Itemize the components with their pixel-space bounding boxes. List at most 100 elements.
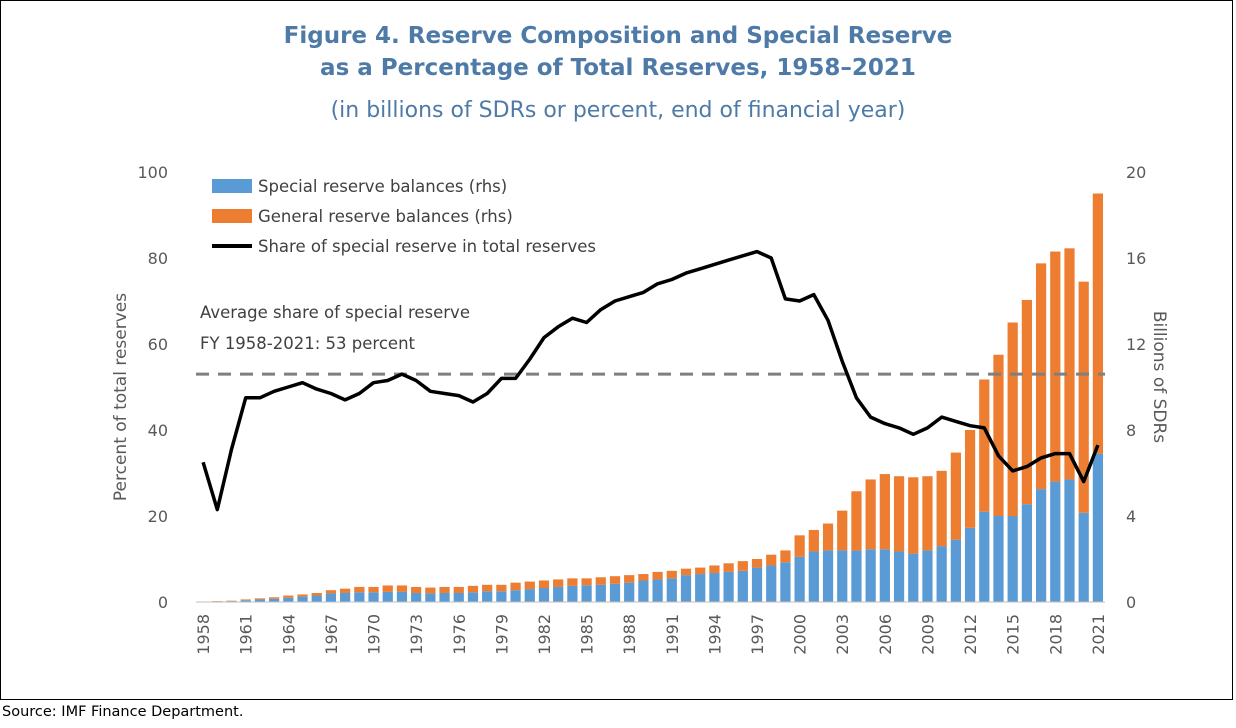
general-reserve-bar-1992 bbox=[680, 568, 692, 576]
y-right-tick-label: 12 bbox=[1126, 335, 1146, 354]
y-right-tick-label: 4 bbox=[1126, 507, 1136, 526]
y-left-tick-label: 0 bbox=[158, 593, 168, 612]
special-reserve-bar-1991 bbox=[666, 578, 677, 602]
general-reserve-bar-1999 bbox=[780, 550, 791, 563]
general-reserve-bar-1971 bbox=[382, 585, 393, 592]
general-reserve-bar-1961 bbox=[240, 599, 251, 601]
general-reserve-bar-1986 bbox=[595, 577, 606, 585]
general-reserve-bar-2005 bbox=[865, 479, 876, 550]
special-reserve-bar-2019 bbox=[1064, 479, 1075, 602]
share-of-special-reserve-line bbox=[201, 249, 1100, 512]
special-reserve-bar-1964 bbox=[283, 597, 294, 602]
special-reserve-bar-1977 bbox=[467, 592, 479, 602]
general-reserve-bar-2007 bbox=[893, 476, 905, 552]
general-reserve-bar-1987 bbox=[609, 576, 621, 584]
x-tick-label: 2018 bbox=[1046, 614, 1065, 655]
general-reserve-bar-1976 bbox=[453, 586, 464, 593]
special-reserve-bar-2008 bbox=[908, 553, 919, 602]
special-reserve-bar-2003 bbox=[837, 550, 848, 602]
special-reserve-bar-2012 bbox=[964, 527, 976, 602]
x-tick-label: 1985 bbox=[578, 614, 597, 655]
y-left-tick-label: 40 bbox=[148, 421, 168, 440]
general-reserve-bar-1989 bbox=[638, 574, 649, 581]
figure-subtitle: (in billions of SDRs or percent, end of … bbox=[330, 98, 906, 123]
x-tick-label: 1958 bbox=[194, 614, 213, 655]
general-reserve-bar-1974 bbox=[425, 587, 436, 594]
x-tick-label: 1973 bbox=[407, 614, 426, 655]
special-reserve-bar-2007 bbox=[893, 551, 905, 602]
x-tick-label: 2003 bbox=[833, 614, 852, 655]
x-tick-label: 2015 bbox=[1004, 614, 1023, 655]
general-reserve-bar-2018 bbox=[1050, 251, 1061, 482]
general-reserve-bar-1979 bbox=[496, 584, 507, 592]
special-reserve-bar-2016 bbox=[1021, 504, 1032, 602]
y-right-axis-label: Billions of SDRs bbox=[1149, 311, 1169, 443]
x-tick-label: 1988 bbox=[620, 614, 639, 655]
general-reserve-bar-2003 bbox=[837, 510, 848, 551]
special-reserve-bar-2018 bbox=[1050, 481, 1061, 602]
reserve-chart: 0 20 40 60 80 100 0 4 8 12 16 20 1958 1961 1964 1967 197… bbox=[111, 163, 1169, 655]
general-reserve-bar-1990 bbox=[652, 571, 663, 580]
special-reserve-bar-1971 bbox=[382, 591, 393, 602]
general-reserve-bar-1968 bbox=[340, 588, 351, 593]
special-reserve-bar-2000 bbox=[794, 556, 805, 602]
general-reserve-bar-2002 bbox=[822, 523, 834, 551]
special-reserve-bar-2004 bbox=[851, 550, 862, 602]
special-reserve-bar-2001 bbox=[808, 551, 819, 602]
special-reserve-bar-1982 bbox=[538, 588, 550, 602]
special-reserve-bar-1961 bbox=[240, 600, 251, 602]
special-reserve-bar-1962 bbox=[254, 599, 266, 602]
general-reserve-bar-1980 bbox=[510, 582, 521, 591]
y-right-tick-label: 8 bbox=[1126, 421, 1136, 440]
special-reserve-bar-1997 bbox=[751, 567, 763, 602]
general-reserve-bar-2012 bbox=[964, 430, 976, 528]
y-left-axis-label: Percent of total reserves bbox=[111, 293, 131, 501]
annotation-line-1: Average share of special reserve bbox=[200, 303, 470, 322]
general-reserve-bar-2001 bbox=[808, 529, 819, 552]
general-reserve-bar-2015 bbox=[1007, 322, 1018, 516]
special-reserve-bar-1999 bbox=[780, 562, 791, 602]
special-reserve-bar-1980 bbox=[510, 590, 521, 602]
general-reserve-bar-1993 bbox=[695, 567, 706, 575]
special-reserve-bar-1987 bbox=[609, 583, 621, 602]
special-reserve-bar-1972 bbox=[396, 591, 408, 602]
x-tick-label: 1967 bbox=[322, 614, 341, 655]
figure-frame bbox=[0, 0, 1233, 700]
general-reserve-bar-2000 bbox=[794, 535, 805, 557]
special-reserve-bar-1996 bbox=[737, 570, 748, 602]
general-reserve-bar-2010 bbox=[936, 470, 947, 547]
special-reserve-bar-1963 bbox=[269, 598, 280, 602]
general-reserve-bar-2008 bbox=[908, 477, 919, 554]
general-reserve-bar-1984 bbox=[567, 578, 578, 586]
general-reserve-bar-2013 bbox=[979, 379, 990, 512]
general-reserve-bar-1970 bbox=[368, 586, 379, 593]
special-reserve-bar-2011 bbox=[950, 539, 961, 602]
general-reserve-bar-1962 bbox=[254, 598, 266, 600]
general-reserve-bar-1991 bbox=[666, 570, 677, 579]
special-reserve-bar-1968 bbox=[340, 592, 351, 602]
special-reserve-bar-1992 bbox=[680, 575, 692, 602]
special-reserve-bar-1967 bbox=[325, 593, 337, 602]
special-reserve-bar-1979 bbox=[496, 591, 507, 602]
special-reserve-bar-2020 bbox=[1078, 512, 1089, 602]
x-tick-label: 1964 bbox=[279, 614, 298, 655]
special-reserve-bar-1986 bbox=[595, 584, 606, 602]
figure-title: Figure 4. Reserve Composition and Specia… bbox=[0, 20, 1236, 84]
legend-label-share: Share of special reserve in total reserv… bbox=[258, 237, 596, 256]
y-right-tick-label: 16 bbox=[1126, 249, 1146, 268]
y-left-tick-label: 100 bbox=[137, 163, 168, 182]
general-reserve-bar-1983 bbox=[553, 579, 564, 587]
x-tick-label: 1976 bbox=[450, 614, 469, 655]
general-reserve-bar-1981 bbox=[524, 581, 535, 590]
general-reserve-bar-1973 bbox=[411, 586, 422, 593]
x-tick-label: 1982 bbox=[535, 614, 554, 655]
legend-swatch-special bbox=[212, 179, 252, 193]
special-reserve-bar-1998 bbox=[766, 565, 777, 602]
general-reserve-bar-2004 bbox=[851, 491, 862, 551]
x-tick-label: 1961 bbox=[237, 614, 256, 655]
special-reserve-bar-2010 bbox=[936, 546, 947, 602]
legend-label-general: General reserve balances (rhs) bbox=[258, 207, 513, 226]
x-tick-label: 2000 bbox=[791, 614, 810, 655]
source-note: Source: IMF Finance Department. bbox=[2, 704, 244, 720]
special-reserve-bar-1988 bbox=[624, 582, 635, 602]
